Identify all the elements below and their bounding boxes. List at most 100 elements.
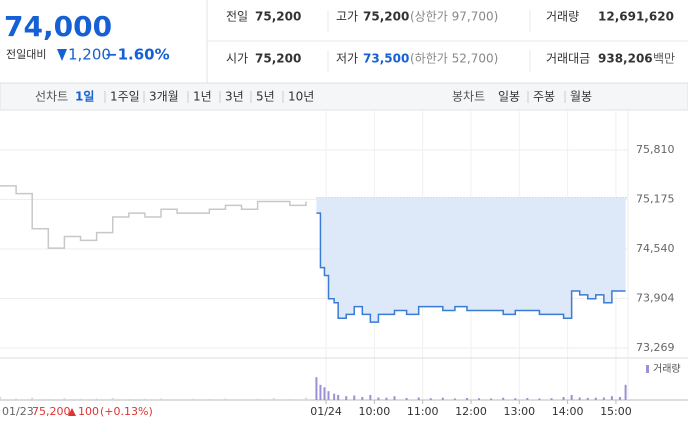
info-value: 75,200 [363, 10, 409, 24]
tab[interactable]: 월봉 [570, 90, 592, 104]
info-label: 저가 [336, 52, 358, 66]
change: 1,200 [68, 46, 111, 64]
volume-bar [319, 384, 322, 400]
info-note: 백만 [653, 52, 675, 66]
legend-swatch [646, 365, 649, 373]
y-tick-label: 73,269 [636, 341, 675, 354]
x-tick-label: 10:00 [359, 405, 391, 418]
tab-group-label: 봉차트 [452, 90, 485, 104]
volume-bar [315, 377, 318, 400]
volume-bar [570, 394, 573, 400]
volume-bar [47, 398, 50, 400]
volume-bar [353, 395, 356, 400]
volume-bar [453, 398, 456, 400]
info-label: 시가 [226, 52, 248, 66]
volume-bar [594, 397, 597, 400]
x-tick-label: 13:00 [503, 405, 535, 418]
volume-bar [224, 398, 227, 400]
volume-label: 거래량 [653, 363, 681, 375]
volume-bar [602, 397, 605, 400]
tab-bar [0, 82, 688, 111]
volume-bar [385, 397, 388, 400]
y-tick-label: 75,175 [636, 193, 675, 206]
volume-bar [478, 398, 481, 400]
info-label: 거래량 [546, 10, 579, 24]
volume-bar [502, 397, 505, 400]
volume-bar [176, 399, 179, 400]
x-tick-label: 11:00 [407, 405, 439, 418]
tab[interactable]: 3개월 [149, 90, 179, 104]
volume-bar [361, 396, 364, 400]
volume-bar [256, 398, 259, 400]
footer-date: 01/23 [2, 405, 34, 418]
info-value: 73,500 [363, 52, 409, 66]
line [0, 185, 307, 249]
volume-bar [610, 396, 613, 400]
volume-bar [15, 398, 18, 400]
volume-bar [31, 397, 34, 400]
tab[interactable]: 일봉 [498, 90, 520, 104]
area [316, 197, 626, 323]
volume-bar [337, 394, 340, 400]
volume-bar [429, 398, 432, 400]
volume-bar [304, 397, 307, 400]
info-label: 고가 [336, 10, 358, 24]
volume-bar [240, 399, 243, 400]
volume-bar [79, 398, 82, 400]
tab[interactable]: 5년 [256, 90, 275, 104]
volume-bar [323, 387, 326, 400]
volume-bar [405, 397, 408, 400]
volume-bar [490, 398, 493, 400]
info-note: (하한가 52,700) [410, 52, 498, 66]
info-note: (상한가 97,700) [410, 10, 498, 24]
info-value: 75,200 [255, 10, 301, 24]
volume-bar [586, 397, 589, 400]
volume-bar [208, 398, 211, 400]
tab[interactable]: 1일 [75, 90, 94, 104]
tab[interactable]: 1년 [193, 90, 212, 104]
volume-bar [562, 396, 565, 400]
change-label: 전일대비 [6, 47, 46, 61]
volume-bar [327, 391, 330, 400]
footer-change: 100 [78, 405, 99, 418]
tab[interactable]: 10년 [288, 90, 314, 104]
volume-bar [369, 394, 372, 400]
volume-bar [111, 397, 114, 400]
y-tick-label: 74,540 [636, 242, 675, 255]
volume-bar [95, 398, 98, 400]
tab[interactable]: 1주일 [110, 90, 140, 104]
volume-bar [288, 398, 291, 400]
volume-bar [272, 398, 275, 400]
info-value: 12,691,620 [598, 10, 674, 24]
line [316, 212, 626, 323]
x-tick-label: 14:00 [552, 405, 584, 418]
volume-bar [526, 397, 529, 400]
volume-bar [624, 384, 627, 400]
volume-bar [417, 397, 420, 400]
volume-bar [192, 398, 195, 400]
volume-bar [345, 396, 348, 400]
volume-bar [441, 397, 444, 400]
volume-bar [127, 398, 130, 400]
tab[interactable]: 주봉 [533, 90, 555, 104]
info-value: 938,206 [598, 52, 653, 66]
y-tick-label: 75,810 [636, 143, 675, 156]
volume-bar [377, 397, 380, 400]
volume-bar [143, 398, 146, 400]
footer-pct: (+0.13%) [100, 405, 153, 418]
volume-bar [333, 393, 336, 400]
volume-bar [393, 396, 396, 400]
volume-bar [578, 397, 581, 400]
volume-bar [0, 396, 1, 400]
tab[interactable]: 3년 [225, 90, 244, 104]
volume-bar [538, 398, 541, 400]
info-label: 거래대금 [546, 52, 590, 66]
volume-bar [465, 397, 468, 400]
volume-bar [514, 398, 517, 400]
tab-group-label: 선차트 [35, 90, 68, 104]
change-pct: −1.60% [105, 46, 170, 64]
price: 74,000 [4, 10, 112, 43]
y-tick-label: 73,904 [636, 291, 675, 304]
info-value: 75,200 [255, 52, 301, 66]
